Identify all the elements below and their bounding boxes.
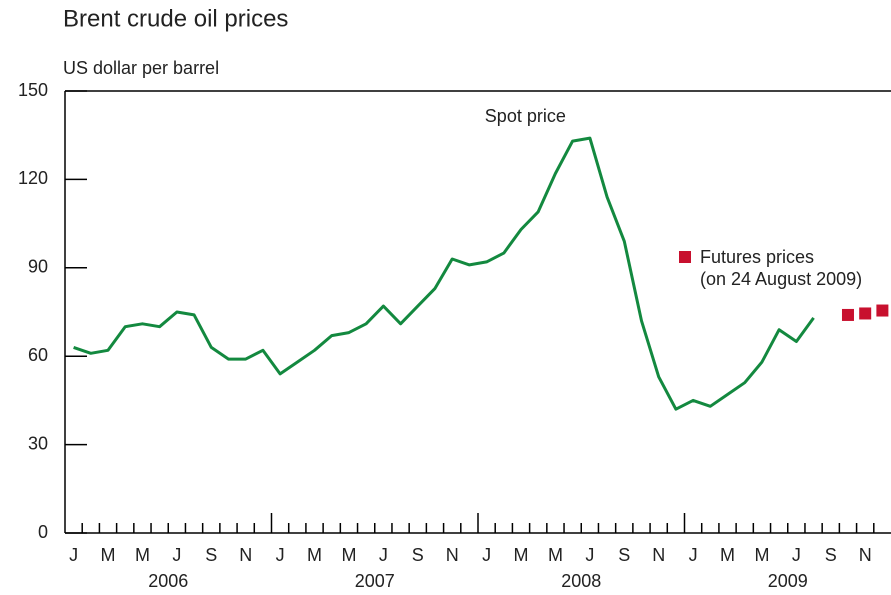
- x-tick-label: M: [514, 545, 529, 565]
- y-tick-label: 60: [28, 345, 48, 365]
- y-tick-label: 0: [38, 522, 48, 542]
- year-label: 2008: [561, 571, 601, 591]
- y-tick-label: 150: [18, 80, 48, 100]
- x-tick-label: J: [172, 545, 181, 565]
- series-label: Spot price: [485, 106, 566, 126]
- x-tick-label: S: [825, 545, 837, 565]
- x-tick-label: M: [135, 545, 150, 565]
- y-tick-label: 30: [28, 433, 48, 453]
- x-tick-label: J: [69, 545, 78, 565]
- x-tick-label: M: [548, 545, 563, 565]
- legend-note: (on 24 August 2009): [700, 269, 862, 289]
- chart-title: Brent crude oil prices: [63, 5, 288, 32]
- legend-label: Futures prices: [700, 247, 814, 267]
- x-tick-label: S: [618, 545, 630, 565]
- x-tick-label: M: [307, 545, 322, 565]
- x-tick-label: M: [101, 545, 116, 565]
- x-tick-label: N: [239, 545, 252, 565]
- year-label: 2006: [148, 571, 188, 591]
- year-label: 2009: [768, 571, 808, 591]
- futures-point: [859, 307, 872, 320]
- x-tick-label: J: [689, 545, 698, 565]
- y-axis-label: US dollar per barrel: [63, 58, 219, 78]
- x-tick-label: N: [446, 545, 459, 565]
- y-tick-label: 90: [28, 257, 48, 277]
- x-tick-label: J: [379, 545, 388, 565]
- x-tick-label: M: [720, 545, 735, 565]
- x-tick-label: M: [754, 545, 769, 565]
- year-label: 2007: [355, 571, 395, 591]
- futures-point: [876, 304, 889, 317]
- x-tick-label: S: [412, 545, 424, 565]
- y-tick-label: 120: [18, 168, 48, 188]
- x-tick-label: N: [652, 545, 665, 565]
- spot-price-line: [73, 136, 815, 411]
- x-tick-label: S: [205, 545, 217, 565]
- legend-swatch: [679, 251, 691, 263]
- x-tick-label: N: [859, 545, 872, 565]
- futures-point: [841, 308, 854, 321]
- x-tick-label: J: [276, 545, 285, 565]
- x-tick-label: M: [341, 545, 356, 565]
- x-tick-label: J: [482, 545, 491, 565]
- x-tick-label: J: [792, 545, 801, 565]
- x-tick-label: J: [585, 545, 594, 565]
